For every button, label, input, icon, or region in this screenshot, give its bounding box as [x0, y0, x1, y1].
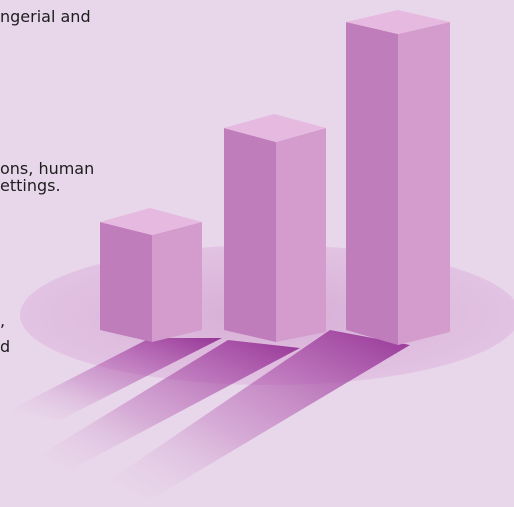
bar-1-side — [152, 222, 202, 342]
bar-1-front — [100, 222, 152, 342]
bar-1-top — [100, 208, 202, 235]
bar-3-front — [346, 22, 398, 345]
bar-3-top — [346, 10, 450, 34]
bar-2-top — [224, 114, 326, 142]
bar-shadow-2 — [40, 340, 300, 470]
bar-2-side — [276, 128, 326, 342]
bar-shadow-1 — [10, 338, 222, 420]
bar-2-front — [224, 128, 276, 342]
bar-shadow-3 — [110, 330, 410, 500]
bar-3-side — [398, 22, 450, 345]
bar-3 — [346, 10, 450, 345]
bar-2 — [224, 114, 326, 342]
bar-1 — [100, 208, 202, 342]
